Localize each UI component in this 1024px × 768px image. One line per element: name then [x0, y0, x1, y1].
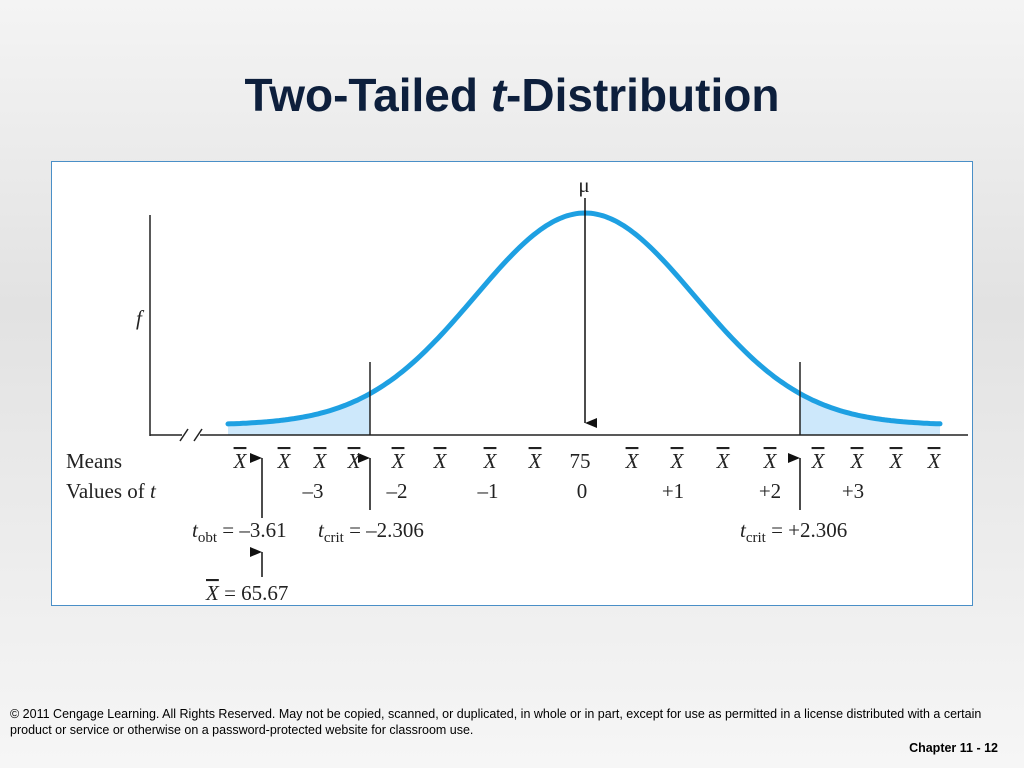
var: t [192, 518, 199, 542]
t-label-text: Values of [66, 479, 150, 503]
axis-break [179, 428, 189, 442]
means-label: Means [66, 449, 122, 473]
mean-label: X [483, 449, 498, 473]
annotation: tcrit = –2.306 [318, 518, 424, 546]
t-label: Values of t [66, 479, 157, 503]
mean-label: X [670, 449, 685, 473]
var: t [318, 518, 325, 542]
mean-label: X [763, 449, 778, 473]
var: t [740, 518, 747, 542]
subscript: crit [324, 530, 345, 546]
mean-label: X [625, 449, 640, 473]
annotation-text: = –2.306 [344, 518, 424, 542]
tail-area [228, 393, 370, 435]
slide-title: Two-Tailed t-Distribution [0, 68, 1024, 122]
title-text: Two-Tailed [244, 69, 491, 121]
mean-label: X [850, 449, 865, 473]
t-value: –2 [386, 479, 408, 503]
mean-label: X [233, 449, 248, 473]
mean-label: X [716, 449, 731, 473]
figure-box [51, 161, 973, 606]
annotation-text: = –3.61 [217, 518, 287, 542]
curve [225, 210, 943, 427]
var: X [205, 581, 220, 605]
annotation: X = 65.67 [205, 581, 288, 605]
annotation-text: = 65.67 [219, 581, 289, 605]
copyright: © 2011 Cengage Learning. All Rights Rese… [10, 707, 982, 737]
axis-break [193, 428, 203, 442]
t-value: +3 [842, 479, 864, 503]
title-italic: t [490, 69, 507, 121]
subscript: crit [746, 530, 767, 546]
t-value: +2 [759, 479, 781, 503]
tail-area [800, 393, 940, 435]
mean-label: X [313, 449, 328, 473]
mean-label: 75 [570, 449, 591, 473]
title-text: -Distribution [506, 69, 780, 121]
t-label-var: t [150, 479, 157, 503]
t-value: +1 [662, 479, 684, 503]
subscript: obt [198, 530, 218, 546]
mu-label: μ [578, 173, 589, 197]
mean-label: X [811, 449, 826, 473]
annotation: tobt = –3.61 [192, 518, 287, 546]
mean-label: X [889, 449, 904, 473]
mean-label: X [277, 449, 292, 473]
mean-label: X [391, 449, 406, 473]
annotation-text: = +2.306 [766, 518, 847, 542]
t-value: –1 [477, 479, 499, 503]
page-number: Chapter 11 - 12 [909, 741, 998, 755]
t-value: 0 [577, 479, 588, 503]
mean-label: X [528, 449, 543, 473]
y-label: f [136, 306, 145, 330]
mean-label: X [433, 449, 448, 473]
annotation: tcrit = +2.306 [740, 518, 847, 546]
mean-label: X [347, 449, 362, 473]
mean-label: X [927, 449, 942, 473]
t-value: –3 [302, 479, 324, 503]
